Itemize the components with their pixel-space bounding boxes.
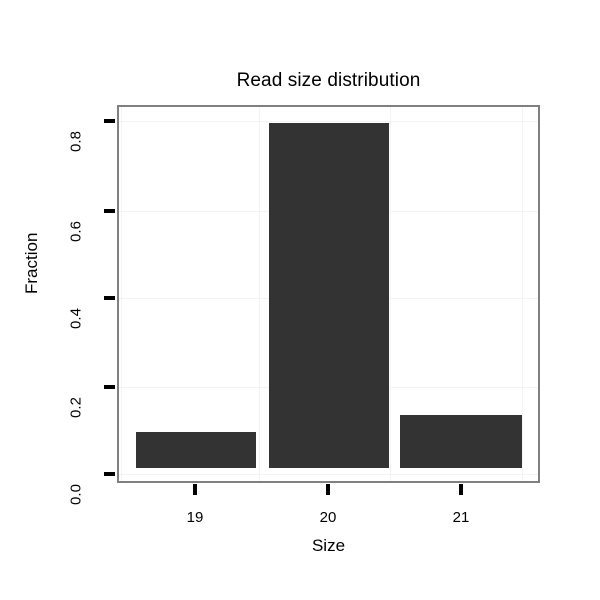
y-tick-mark-0.4 — [104, 296, 115, 300]
bar-21[interactable] — [400, 415, 522, 468]
gridline-horizontal-0.8 — [119, 121, 538, 122]
plot-area — [119, 107, 538, 481]
gridline-vertical-right-edge — [522, 107, 523, 481]
bar-19[interactable] — [136, 432, 256, 468]
gridline-vertical-1 — [259, 107, 260, 481]
chart-title: Read size distribution — [236, 70, 421, 91]
gridline-vertical-left-edge — [121, 107, 122, 481]
y-tick-label-0.2: 0.2 — [67, 397, 85, 418]
y-tick-mark-0.0 — [104, 472, 115, 476]
gridline-vertical-2 — [390, 107, 391, 481]
y-tick-mark-0.2 — [104, 385, 115, 389]
y-tick-label-2-wrap: 0.4 — [36, 290, 85, 329]
y-tick-label-0.0: 0.0 — [67, 484, 85, 505]
y-tick-label-1-wrap: 0.2 — [36, 379, 85, 418]
x-tick-mark-21 — [459, 484, 463, 495]
y-tick-mark-0.8 — [104, 119, 115, 123]
x-tick-label-20: 20 — [319, 509, 337, 526]
plot-panel — [117, 105, 540, 483]
y-tick-label-4-wrap: 0.8 — [36, 113, 85, 152]
y-tick-label-0-wrap: 0.0 — [36, 466, 85, 505]
y-tick-label-0.6: 0.6 — [67, 221, 85, 242]
y-tick-label-0.4: 0.4 — [67, 308, 85, 329]
x-tick-mark-19 — [193, 484, 197, 495]
x-axis-title: Size — [311, 536, 346, 555]
y-tick-label-0.8: 0.8 — [67, 131, 85, 152]
x-tick-label-19: 19 — [186, 509, 204, 526]
y-tick-mark-0.6 — [104, 209, 115, 213]
y-axis-title: Fraction — [22, 232, 41, 294]
y-tick-label-3-wrap: 0.6 — [36, 203, 85, 242]
bar-20[interactable] — [269, 123, 389, 468]
x-tick-mark-20 — [326, 484, 330, 495]
gridline-horizontal-0.0 — [119, 474, 538, 475]
x-tick-label-21: 21 — [452, 509, 470, 526]
